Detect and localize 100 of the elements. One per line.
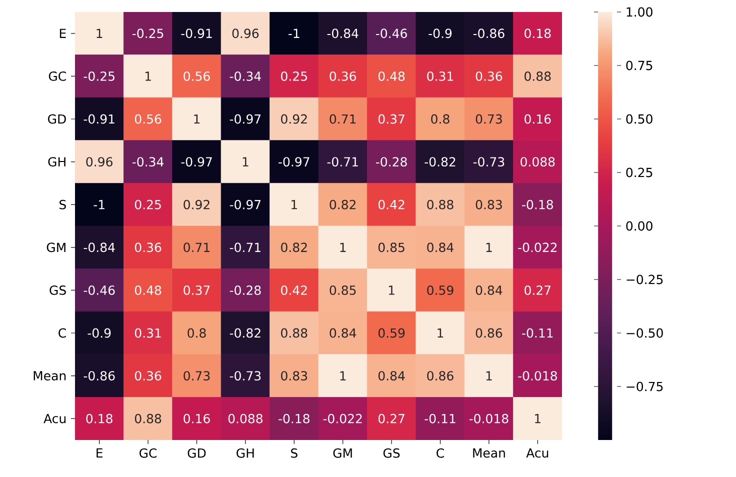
data-label: 0.37 [378,114,404,124]
data-label: -0.9 [88,328,111,338]
data-label: 0.92 [281,114,307,124]
data-label: 0.48 [134,285,162,295]
data-label: -1 [94,200,104,210]
data-label: -0.28 [230,285,261,295]
x-tick-label: GM [333,448,352,458]
data-label: -0.86 [473,28,504,38]
data-label: 0.56 [134,114,162,124]
data-label: 0.8 [431,114,450,124]
x-tick-label: Acu [526,448,548,458]
data-label: 0.16 [184,414,210,424]
data-label: 1 [486,242,492,252]
data-label: 0.84 [378,371,405,381]
color-bar-label: 1.00 [626,7,652,17]
data-label: -0.73 [230,371,261,381]
data-label: 0.71 [184,242,210,252]
data-label: -0.73 [473,157,504,167]
x-tick-label: S [291,448,298,458]
data-label: 0.25 [281,71,307,81]
data-label: 0.27 [378,414,404,424]
data-label: -0.18 [278,414,310,424]
data-label: 0.85 [330,285,356,295]
data-label: 0.36 [476,71,502,81]
data-label: -0.71 [230,242,260,252]
data-label: 0.88 [281,328,308,338]
data-label: 1 [242,157,248,166]
data-label: 0.71 [330,114,356,124]
y-tick-label: E [60,28,66,38]
data-label: -1 [288,28,300,38]
data-label: 0.31 [427,71,454,81]
data-label: 0.84 [330,328,356,338]
data-label: 0.42 [281,285,307,295]
data-label: 1 [535,414,540,424]
data-label: 0.88 [427,200,454,210]
data-label: 0.88 [524,71,551,81]
data-label: 0.82 [330,200,356,210]
color-bar-label: 0.75 [626,60,652,70]
data-label: 0.36 [134,242,162,252]
data-label: 0.56 [184,71,210,81]
data-label: 0.27 [524,285,551,295]
data-label: 0.088 [520,157,555,167]
data-label: 0.36 [134,371,162,381]
y-tick-label: S [60,200,66,210]
data-label: -0.82 [230,328,260,338]
x-tick-label: Mean [473,448,505,458]
data-label: -0.84 [84,242,115,252]
data-label: 0.73 [476,114,502,124]
data-label: -0.91 [84,114,114,124]
data-label: -0.84 [327,28,358,38]
data-label: 0.92 [184,200,210,210]
y-tick-label: GS [50,285,66,295]
color-bar-label: 0.00 [626,221,652,231]
data-label: 0.59 [427,285,454,295]
data-label: 0.84 [427,242,454,252]
data-label: -0.9 [428,28,452,38]
data-label: 1 [194,114,200,124]
data-label: 1 [145,72,151,81]
data-label: 1 [438,328,444,338]
data-label: 0.73 [184,371,210,381]
data-label: 1 [486,371,492,380]
color-bar-label: −0.25 [626,274,663,284]
data-label: -0.022 [518,242,557,252]
data-label: 0.86 [476,328,502,338]
data-label: -0.82 [424,157,456,167]
data-label: 0.25 [134,200,161,210]
data-label: 0.36 [330,71,356,81]
y-tick-label: GD [48,114,66,124]
data-label: -0.11 [522,328,553,338]
color-bar-label: 0.50 [626,114,652,124]
x-tick-label: C [436,448,444,458]
data-label: -0.018 [518,371,557,381]
data-label: -0.34 [230,71,261,81]
data-label: -0.25 [132,28,164,38]
data-label: -0.91 [181,28,212,38]
data-label: -0.46 [376,28,407,38]
data-label: -0.97 [278,157,310,167]
y-tick-label: GM [46,242,66,252]
data-label: 0.83 [281,371,308,381]
y-tick-label: Mean [34,371,66,380]
data-label: -0.18 [522,200,553,210]
x-tick-label: GD [188,448,206,458]
data-label: 1 [340,242,346,252]
data-label: 1 [292,200,297,210]
data-label: 0.8 [188,328,206,338]
data-label: 0.82 [281,242,307,252]
data-label: 1 [340,371,346,380]
data-label: -0.97 [230,200,261,210]
y-tick-label: GC [48,71,66,81]
x-tick-label: GC [140,448,157,458]
data-label: -0.022 [323,414,362,424]
data-label: -0.97 [181,157,212,167]
data-label: 0.86 [427,371,454,381]
data-label: 0.18 [524,28,551,38]
data-label: 0.31 [134,328,161,338]
x-tick-label: GS [383,448,400,458]
x-tick-label: E [96,448,102,458]
data-label: -0.34 [132,157,164,167]
data-label: 0.96 [232,28,259,38]
x-tick-label: GH [236,448,254,458]
